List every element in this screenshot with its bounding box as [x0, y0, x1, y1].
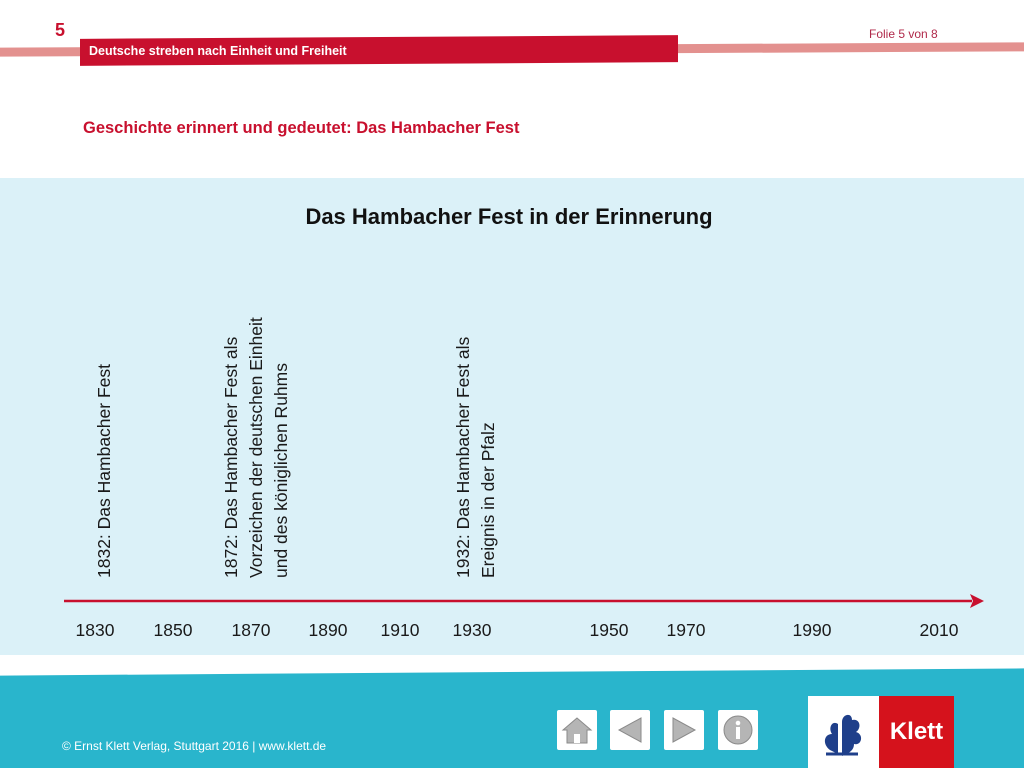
- year-label-1950: 1950: [589, 620, 629, 640]
- home-button[interactable]: [557, 710, 597, 750]
- year-label-1850: 1850: [153, 620, 193, 640]
- info-button[interactable]: [718, 710, 758, 750]
- year-label-1830: 1830: [75, 620, 115, 640]
- klett-logo-text-box: Klett: [879, 696, 954, 768]
- klett-clover-icon: [824, 714, 861, 756]
- chapter-number: 5: [55, 20, 66, 40]
- info-icon: [723, 715, 753, 745]
- timeline-arrowhead: [970, 594, 984, 608]
- year-label-1990: 1990: [792, 620, 832, 640]
- year-label-2010: 2010: [919, 620, 959, 640]
- content-panel: [0, 178, 1024, 655]
- next-button[interactable]: [664, 710, 704, 750]
- year-label-1930: 1930: [452, 620, 492, 640]
- klett-logo-text: Klett: [889, 718, 944, 745]
- year-label-1890: 1890: [308, 620, 348, 640]
- slide-subtitle: Geschichte erinnert und gedeutet: Das Ha…: [83, 119, 520, 137]
- home-icon: [561, 717, 593, 744]
- previous-button[interactable]: [610, 710, 650, 750]
- previous-icon: [617, 717, 642, 743]
- chapter-title: Deutsche streben nach Einheit und Freihe…: [89, 44, 347, 58]
- year-label-1870: 1870: [231, 620, 271, 640]
- next-icon: [672, 717, 697, 743]
- panel-title-text: Das Hambacher Fest in der Erinnerung: [305, 204, 713, 229]
- copyright: © Ernst Klett Verlag, Stuttgart 2016 | w…: [62, 739, 327, 753]
- year-label-1970: 1970: [666, 620, 706, 640]
- slide-counter: Folie 5 von 8: [869, 27, 938, 41]
- panel-title: Das Hambacher Fest in der Erinnerung: [0, 204, 1024, 230]
- year-label-1910: 1910: [380, 620, 420, 640]
- klett-logo-mark: [808, 696, 877, 768]
